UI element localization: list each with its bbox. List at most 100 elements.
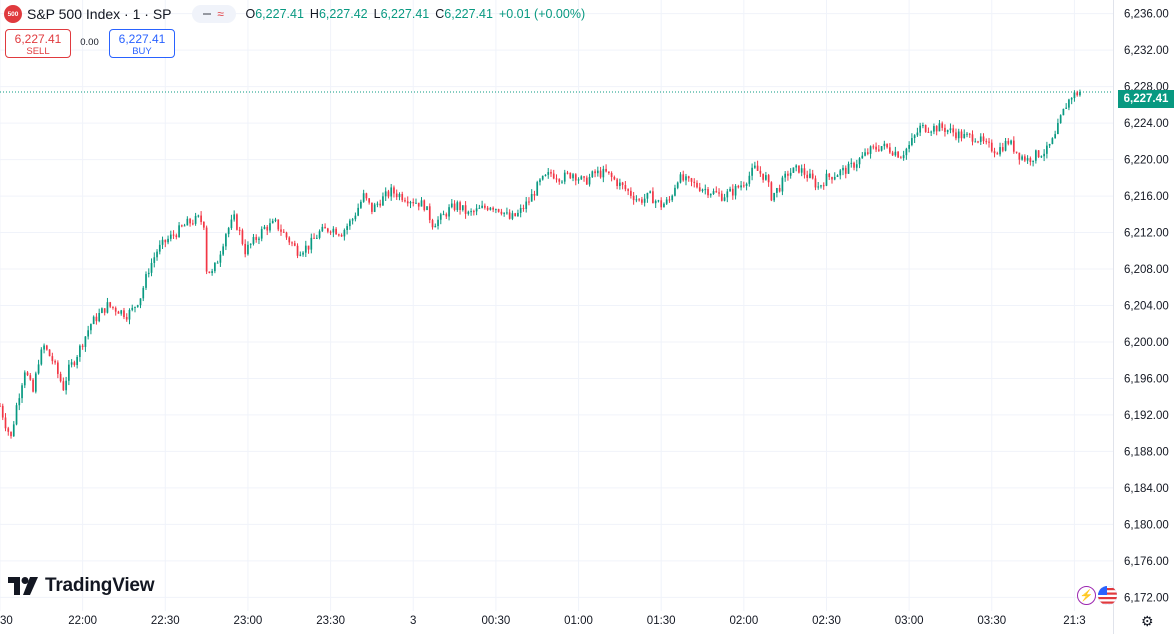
candle-body (321, 226, 324, 232)
candle-body (390, 187, 393, 197)
candle (720, 190, 723, 202)
candle-body (1065, 107, 1068, 109)
candle-body (787, 173, 789, 176)
x-tick-label: 23:30 (316, 615, 345, 627)
candle-body (723, 197, 726, 201)
buy-button[interactable]: 6,227.41 BUY (109, 29, 175, 58)
us-flag-icon[interactable] (1098, 586, 1117, 605)
candle (547, 168, 550, 179)
candle (883, 140, 886, 150)
candle (467, 210, 470, 216)
candle (908, 141, 910, 153)
candle (247, 241, 249, 256)
candle (941, 121, 944, 131)
candle-body (227, 228, 230, 235)
candle (1073, 90, 1076, 102)
candle (335, 227, 337, 235)
candle (751, 163, 753, 181)
candle-body (514, 213, 517, 216)
candle (613, 175, 616, 181)
candle-body (508, 212, 511, 219)
candle (365, 192, 368, 201)
candle (685, 173, 687, 186)
candle (136, 304, 139, 308)
candle (1026, 155, 1029, 164)
candle-body (150, 262, 153, 273)
candle-body (649, 191, 652, 193)
candle (445, 212, 448, 220)
candle (561, 180, 563, 184)
candle (671, 194, 674, 203)
candle-body (282, 231, 285, 233)
candle (167, 235, 169, 245)
candle-body (1043, 153, 1045, 157)
bolt-icon[interactable]: ⚡ (1077, 586, 1096, 605)
candle-body (23, 372, 26, 386)
candle-body (291, 242, 293, 244)
candle-body (406, 201, 409, 204)
candle (776, 187, 778, 198)
y-tick-label: 6,172.00 (1124, 592, 1169, 604)
x-tick-label: 21:3 (1063, 615, 1085, 627)
candle (588, 173, 591, 187)
candle (762, 173, 764, 183)
candle-body (203, 221, 205, 228)
candle (1065, 103, 1068, 109)
candle-body (43, 345, 45, 350)
candle-body (247, 244, 249, 255)
y-tick-label: 6,204.00 (1124, 301, 1169, 313)
sell-button[interactable]: 6,227.41 SELL (5, 29, 71, 58)
candle-body (850, 162, 853, 164)
candle-body (472, 211, 475, 213)
tradingview-logo[interactable]: TradingView (8, 575, 155, 597)
candle (861, 152, 864, 159)
candle (271, 218, 274, 224)
candle-body (701, 189, 704, 191)
candle (596, 166, 599, 177)
candle (924, 124, 927, 133)
candle-body (877, 149, 880, 151)
gear-icon[interactable]: ⚙ (1141, 613, 1154, 629)
candle (461, 205, 464, 212)
candle-body (888, 147, 891, 153)
candle (200, 211, 202, 225)
candle-body (252, 237, 255, 244)
candle-body (900, 157, 902, 159)
candle-body (423, 200, 426, 211)
candle (787, 170, 789, 181)
candle-body (186, 218, 189, 226)
market-status-pill[interactable]: ≈ (191, 5, 236, 23)
candle (624, 181, 627, 192)
candle-body (136, 305, 139, 307)
candle (230, 214, 233, 230)
time-axis[interactable]: 30 22:00 22:30 23:00 23:30 3 00:30 01:00 01:30 02… (0, 615, 1086, 627)
symbol-title[interactable]: S&P 500 Index · 1 · SP (27, 6, 172, 22)
buy-price: 6,227.41 (118, 32, 166, 46)
candle (384, 187, 387, 201)
candle-body (1057, 122, 1059, 135)
candle (687, 175, 690, 182)
candle-body (354, 215, 357, 220)
candle-body (949, 128, 952, 131)
candle (635, 195, 638, 203)
price-axis[interactable]: 6,236.006,232.006,228.006,224.006,220.00… (1124, 9, 1169, 605)
candle (825, 169, 828, 187)
candle (293, 240, 296, 247)
symbol-logo-icon: 500 (4, 5, 22, 23)
candle-body (927, 131, 930, 133)
low-value: 6,227.41 (380, 7, 430, 21)
candle-body (269, 223, 271, 231)
candle (203, 221, 205, 231)
candle (387, 189, 390, 199)
candle-body (1051, 138, 1054, 144)
candle (591, 170, 594, 178)
candle (602, 165, 605, 183)
candle (4, 413, 7, 432)
candle (649, 190, 652, 194)
candle (784, 171, 787, 182)
candle (29, 372, 32, 381)
candle (701, 188, 704, 193)
candle (277, 219, 280, 232)
candle (164, 239, 167, 248)
